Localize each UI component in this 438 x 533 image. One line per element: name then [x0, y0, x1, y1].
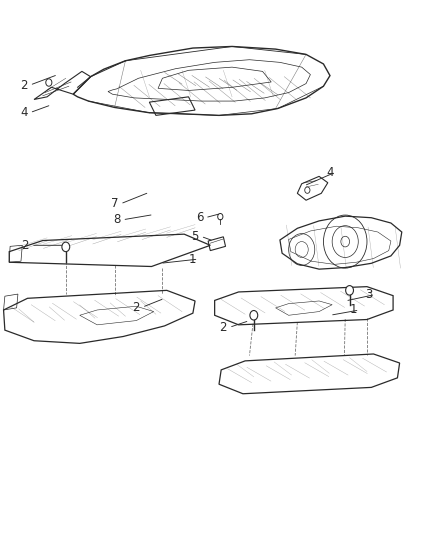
- Text: 1: 1: [350, 303, 358, 317]
- Text: 2: 2: [133, 301, 140, 314]
- Text: 5: 5: [191, 230, 199, 243]
- Text: 4: 4: [326, 166, 334, 179]
- Text: 2: 2: [219, 321, 227, 334]
- Text: 3: 3: [365, 288, 373, 301]
- Text: 7: 7: [111, 197, 118, 211]
- Circle shape: [250, 311, 258, 320]
- Text: 2: 2: [21, 239, 29, 252]
- Text: 8: 8: [113, 213, 120, 227]
- Text: 6: 6: [196, 211, 203, 224]
- Text: 4: 4: [20, 106, 28, 119]
- Circle shape: [346, 286, 353, 295]
- Text: 1: 1: [189, 253, 197, 265]
- Text: 2: 2: [20, 79, 28, 92]
- Circle shape: [62, 242, 70, 252]
